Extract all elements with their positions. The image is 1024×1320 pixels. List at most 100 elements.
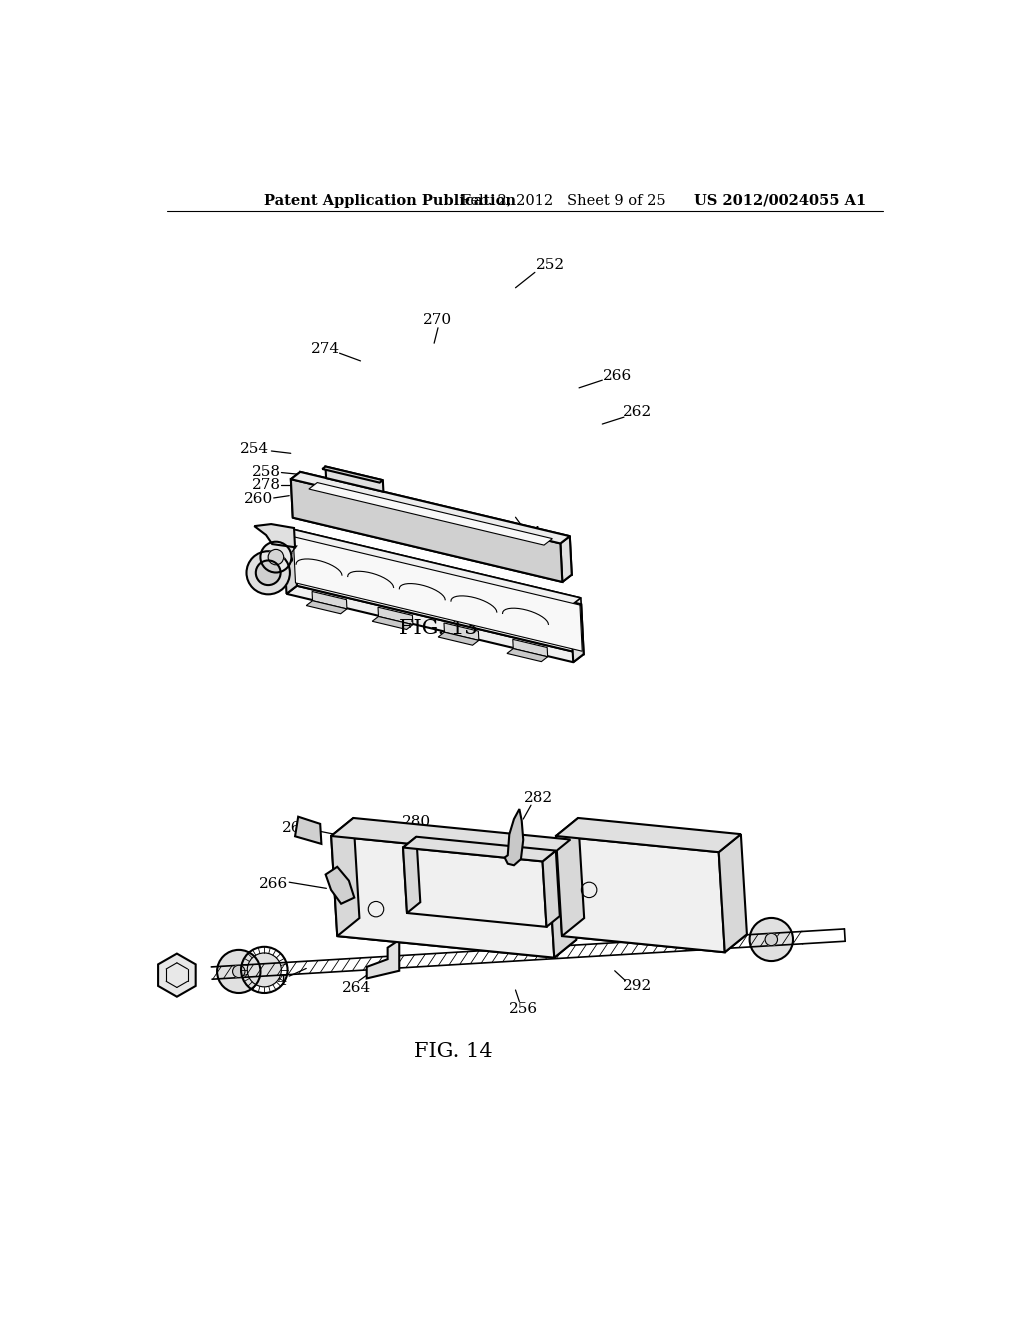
Circle shape — [454, 894, 469, 909]
Polygon shape — [403, 847, 547, 927]
Polygon shape — [291, 479, 562, 582]
Circle shape — [519, 871, 573, 924]
Circle shape — [434, 878, 488, 932]
Text: FIG. 14: FIG. 14 — [414, 1041, 493, 1061]
Text: 262: 262 — [624, 405, 652, 420]
Polygon shape — [323, 466, 383, 483]
Circle shape — [445, 890, 477, 921]
Text: 294: 294 — [259, 974, 289, 987]
Polygon shape — [562, 919, 746, 952]
Text: US 2012/0024055 A1: US 2012/0024055 A1 — [693, 194, 866, 207]
Text: 264: 264 — [512, 525, 542, 540]
Polygon shape — [284, 529, 581, 606]
Circle shape — [360, 898, 391, 928]
Polygon shape — [295, 536, 584, 655]
Circle shape — [247, 552, 290, 594]
Text: 280: 280 — [401, 816, 431, 829]
Circle shape — [488, 886, 519, 917]
Circle shape — [765, 933, 777, 945]
Text: 258: 258 — [252, 465, 281, 479]
Circle shape — [573, 878, 604, 909]
Polygon shape — [300, 471, 571, 574]
Polygon shape — [312, 591, 347, 609]
Circle shape — [349, 886, 403, 940]
Polygon shape — [367, 940, 399, 978]
Text: 264: 264 — [342, 982, 372, 995]
Polygon shape — [309, 483, 552, 545]
Circle shape — [477, 875, 531, 928]
Polygon shape — [556, 836, 725, 952]
Text: 278: 278 — [252, 478, 281, 492]
Text: 276: 276 — [631, 867, 660, 882]
Circle shape — [260, 541, 292, 573]
Text: 282: 282 — [524, 791, 553, 804]
Polygon shape — [295, 817, 322, 843]
Polygon shape — [507, 648, 548, 661]
Text: FIG. 13: FIG. 13 — [398, 619, 477, 638]
Text: 262: 262 — [283, 821, 311, 836]
Polygon shape — [331, 836, 554, 958]
Text: 266: 266 — [603, 370, 633, 383]
Polygon shape — [291, 471, 569, 544]
Polygon shape — [513, 639, 548, 657]
Polygon shape — [294, 529, 582, 605]
Polygon shape — [505, 809, 523, 866]
Circle shape — [232, 965, 245, 978]
Circle shape — [411, 898, 426, 913]
Circle shape — [268, 549, 284, 565]
Text: Patent Application Publication: Patent Application Publication — [263, 194, 516, 207]
Polygon shape — [287, 586, 584, 663]
Polygon shape — [543, 850, 560, 927]
Polygon shape — [444, 623, 479, 640]
Polygon shape — [403, 837, 556, 862]
Circle shape — [217, 950, 260, 993]
Circle shape — [531, 882, 562, 913]
Polygon shape — [284, 536, 297, 594]
Polygon shape — [556, 818, 741, 853]
Text: 278: 278 — [625, 896, 654, 911]
Polygon shape — [403, 837, 420, 913]
Text: 274: 274 — [311, 342, 340, 356]
Text: 266: 266 — [259, 876, 289, 891]
Text: 256: 256 — [266, 552, 295, 566]
Text: 268: 268 — [380, 525, 410, 540]
Polygon shape — [158, 953, 196, 997]
Text: 254: 254 — [240, 442, 269, 457]
Polygon shape — [331, 818, 570, 858]
Circle shape — [539, 886, 554, 902]
Polygon shape — [337, 919, 577, 958]
Polygon shape — [306, 601, 347, 614]
Text: 256: 256 — [509, 1002, 538, 1016]
Text: 252: 252 — [536, 257, 565, 272]
Polygon shape — [548, 840, 577, 958]
Polygon shape — [331, 818, 359, 936]
Circle shape — [369, 902, 384, 917]
Polygon shape — [326, 466, 383, 492]
Polygon shape — [291, 471, 302, 517]
Polygon shape — [378, 607, 413, 624]
Circle shape — [256, 561, 281, 585]
Polygon shape — [719, 834, 746, 952]
Circle shape — [562, 867, 616, 921]
Polygon shape — [556, 818, 584, 936]
Polygon shape — [284, 537, 570, 612]
Circle shape — [247, 953, 282, 987]
Polygon shape — [326, 867, 354, 904]
Polygon shape — [293, 511, 571, 582]
Polygon shape — [570, 605, 584, 663]
Circle shape — [750, 917, 793, 961]
Polygon shape — [254, 524, 295, 548]
Circle shape — [391, 882, 445, 936]
Polygon shape — [560, 536, 571, 582]
Circle shape — [403, 894, 434, 924]
Circle shape — [582, 882, 597, 898]
Text: 272: 272 — [435, 525, 464, 540]
Text: 292: 292 — [624, 979, 652, 993]
Polygon shape — [438, 632, 479, 645]
Text: 270: 270 — [424, 313, 453, 327]
Circle shape — [496, 890, 512, 906]
Text: Feb. 2, 2012   Sheet 9 of 25: Feb. 2, 2012 Sheet 9 of 25 — [461, 194, 666, 207]
Polygon shape — [293, 537, 583, 651]
Text: 260: 260 — [244, 492, 272, 506]
Polygon shape — [372, 616, 413, 630]
